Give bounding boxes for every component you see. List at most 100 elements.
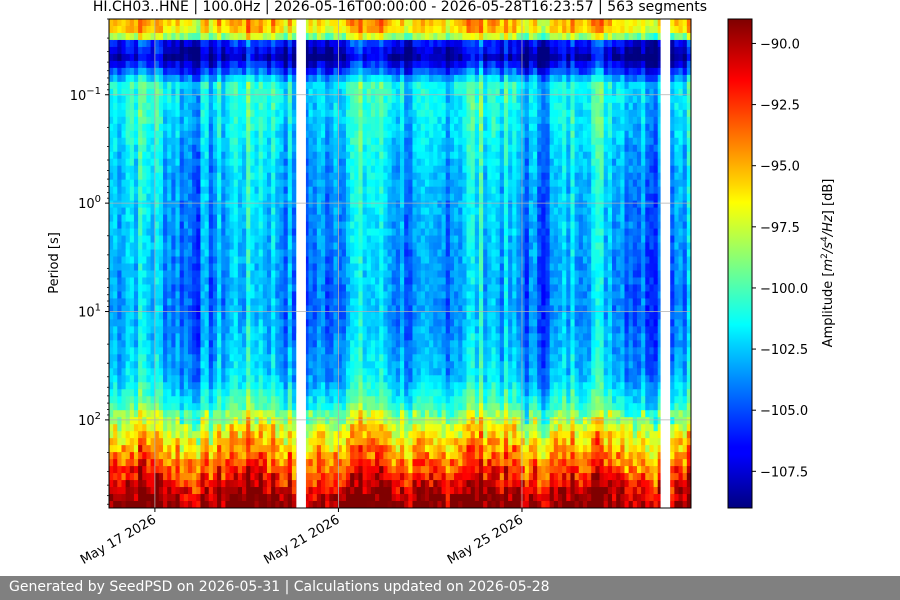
heatmap-cell — [304, 116, 310, 125]
heatmap-cell — [142, 410, 148, 418]
heatmap-cell — [370, 102, 376, 111]
heatmap-cell — [129, 74, 135, 83]
heatmap-cell — [362, 494, 368, 502]
heatmap-cell — [187, 39, 193, 48]
heatmap-cell — [192, 137, 197, 146]
heatmap-cell — [275, 298, 281, 307]
heatmap-cell — [395, 25, 401, 34]
heatmap-cell — [358, 137, 364, 146]
heatmap-cell — [400, 19, 405, 27]
heatmap-cell — [154, 242, 160, 251]
heatmap-cell — [146, 445, 152, 453]
heatmap-cell — [341, 151, 347, 160]
heatmap-cell — [183, 417, 189, 425]
heatmap-cell — [254, 340, 260, 348]
heatmap-cell — [175, 438, 181, 446]
heatmap-cell — [171, 74, 177, 83]
heatmap-cell — [237, 487, 243, 495]
heatmap-cell — [404, 25, 409, 34]
heatmap-cell — [154, 74, 160, 83]
heatmap-cell — [325, 25, 330, 34]
heatmap-cell — [171, 270, 177, 279]
heatmap-cell — [246, 137, 251, 146]
heatmap-cell — [312, 88, 318, 97]
heatmap-cell — [262, 39, 268, 48]
heatmap-cell — [275, 284, 281, 293]
heatmap-cell — [345, 375, 351, 383]
heatmap-cell — [229, 382, 235, 390]
heatmap-cell — [187, 151, 193, 160]
heatmap-cell — [233, 347, 239, 355]
heatmap-cell — [225, 319, 231, 327]
heatmap-cell — [283, 333, 289, 341]
heatmap-cell — [117, 123, 123, 132]
heatmap-cell — [370, 179, 376, 188]
heatmap-cell — [212, 284, 218, 293]
heatmap-cell — [229, 431, 235, 439]
heatmap-cell — [341, 144, 347, 153]
heatmap-cell — [171, 445, 177, 453]
heatmap-cell — [233, 333, 239, 341]
heatmap-cell — [325, 487, 330, 495]
heatmap-cell — [146, 326, 152, 334]
heatmap-cell — [337, 501, 343, 508]
heatmap-cell — [142, 165, 148, 174]
heatmap-cell — [262, 214, 268, 223]
heatmap-cell — [158, 438, 164, 446]
heatmap-cell — [362, 109, 368, 118]
heatmap-cell — [204, 326, 210, 334]
heatmap-cell — [237, 480, 243, 488]
heatmap-cell — [233, 396, 239, 404]
heatmap-cell — [242, 144, 247, 153]
heatmap-cell — [208, 186, 214, 195]
heatmap-cell — [237, 284, 243, 293]
heatmap-cell — [250, 501, 256, 508]
heatmap-cell — [171, 284, 177, 293]
heatmap-cell — [217, 368, 222, 376]
heatmap-cell — [362, 312, 368, 320]
heatmap-cell — [358, 354, 364, 362]
heatmap-cell — [375, 172, 380, 181]
heatmap-cell — [345, 158, 351, 167]
heatmap-cell — [308, 165, 314, 174]
heatmap-cell — [113, 347, 118, 355]
heatmap-cell — [146, 452, 152, 460]
heatmap-cell — [142, 116, 148, 125]
heatmap-cell — [192, 480, 197, 488]
heatmap-cell — [133, 431, 139, 439]
heatmap-cell — [258, 389, 264, 397]
heatmap-cell — [187, 368, 193, 376]
heatmap-cell — [129, 326, 135, 334]
heatmap-cell — [333, 305, 339, 313]
heatmap-cell — [316, 347, 322, 355]
heatmap-cell — [208, 200, 214, 209]
heatmap-cell — [333, 109, 339, 118]
heatmap-cell — [275, 417, 281, 425]
heatmap-cell — [204, 116, 210, 125]
heatmap-cell — [221, 487, 226, 495]
heatmap-cell — [233, 270, 239, 279]
heatmap-cell — [138, 333, 143, 341]
heatmap-cell — [117, 88, 123, 97]
heatmap-cell — [258, 417, 264, 425]
heatmap-cell — [370, 382, 376, 390]
heatmap-cell — [167, 221, 172, 230]
heatmap-cell — [200, 424, 206, 432]
heatmap-cell — [375, 165, 380, 174]
heatmap-cell — [287, 487, 293, 495]
heatmap-cell — [370, 326, 376, 334]
heatmap-cell — [142, 403, 148, 411]
heatmap-cell — [275, 277, 281, 286]
heatmap-cell — [217, 445, 222, 453]
heatmap-cell — [345, 480, 351, 488]
heatmap-cell — [383, 466, 389, 474]
heatmap-cell — [237, 361, 243, 369]
heatmap-cell — [316, 186, 322, 195]
heatmap-cell — [375, 32, 380, 41]
heatmap-cell — [142, 375, 148, 383]
heatmap-cell — [150, 102, 156, 111]
heatmap-cell — [142, 137, 148, 146]
heatmap-cell — [354, 242, 360, 251]
heatmap-cell — [333, 375, 339, 383]
heatmap-cell — [291, 109, 297, 118]
